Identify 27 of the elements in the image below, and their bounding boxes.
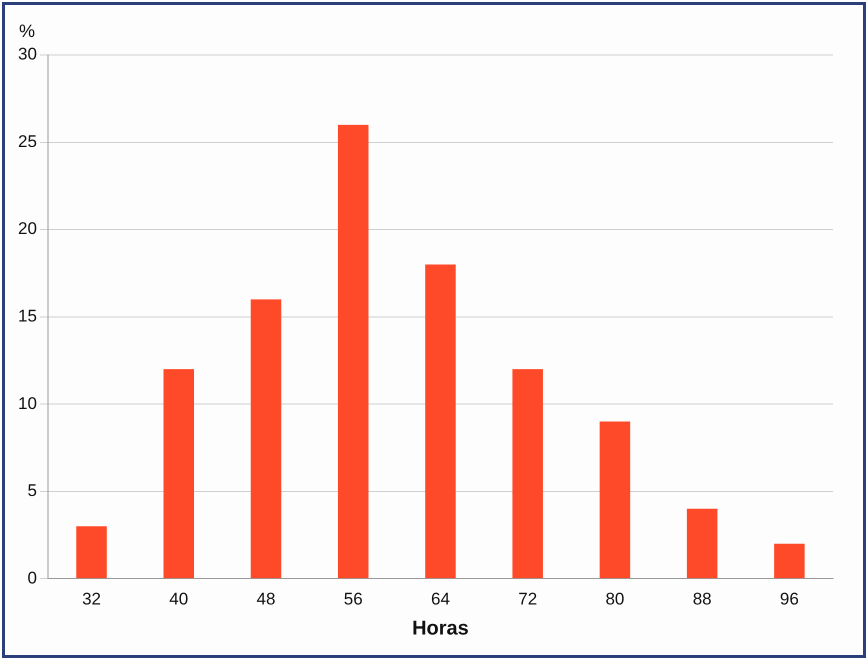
y-tick-label: 0 [27,568,37,588]
x-tick-label: 96 [780,589,799,608]
y-tick-label: 15 [18,306,37,326]
y-axis-title: % [18,20,36,41]
bar [425,264,456,578]
x-tick-label: 64 [430,589,450,608]
bar [76,526,107,578]
bar [600,422,630,578]
y-tick-label: 20 [18,219,37,238]
x-axis-title: Horas [412,618,469,640]
bar [774,544,805,578]
y-tick-label: 10 [18,394,37,413]
x-tick-label: 72 [518,589,538,608]
y-tick-label: 25 [18,132,37,151]
x-tick-label: 32 [82,589,101,608]
x-tick-label: 48 [256,589,276,608]
y-tick-label: 30 [18,44,37,64]
bar [163,369,194,578]
y-tick-label: 5 [27,481,37,500]
bar [512,369,543,578]
x-tick-label: 88 [692,589,712,608]
x-tick-label: 56 [344,589,363,608]
bar [250,299,282,578]
x-tick-label: 80 [605,589,624,608]
bar [338,124,368,578]
x-tick-label: 40 [169,589,188,608]
bar [686,508,718,578]
